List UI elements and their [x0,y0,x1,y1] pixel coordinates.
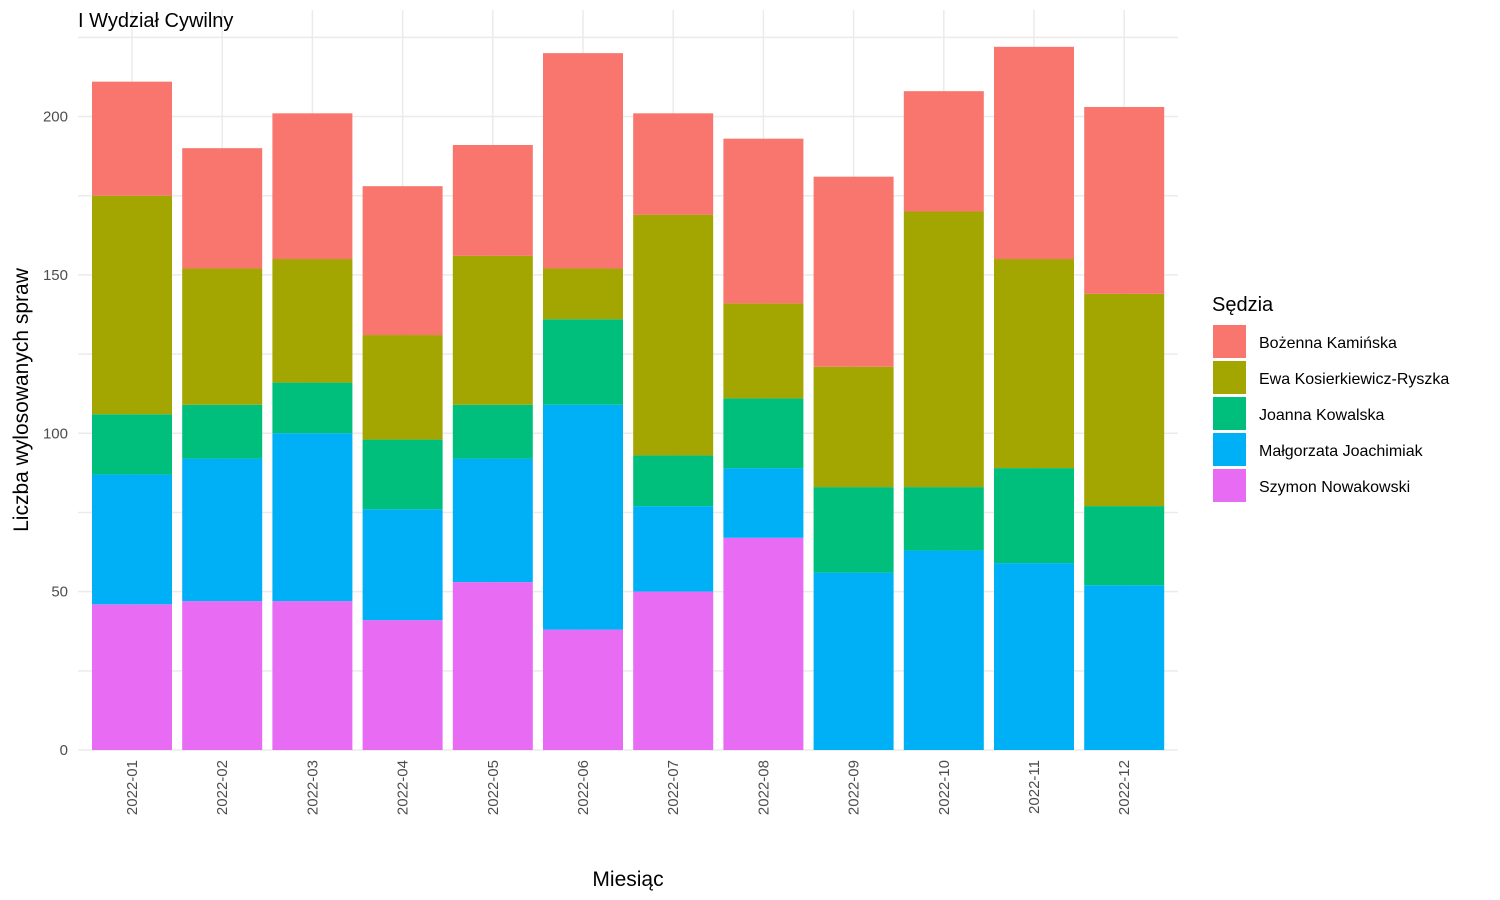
bar-segment [903,487,984,551]
x-tick-label: 2022-01 [124,760,141,815]
bar-segment [1084,293,1165,507]
legend-item: Joanna Kowalska [1213,397,1385,430]
chart-title: I Wydział Cywilny [78,10,233,32]
bar-segment [633,113,714,215]
y-tick-label: 200 [43,109,68,126]
legend-item: Małgorzata Joachimiak [1213,433,1424,466]
bar-segment [272,382,353,434]
x-tick-label: 2022-07 [665,760,682,815]
bar-segment [633,455,714,507]
bar-segment [272,601,353,750]
bar-segment [1084,585,1165,750]
bar-segment [903,91,984,212]
bar-segment [272,433,353,602]
legend-swatch [1213,325,1246,358]
bar-segment [362,509,443,621]
bar-segment [92,81,172,196]
bar-segment [994,259,1074,469]
x-tick-label: 2022-11 [1026,760,1043,814]
x-tick-label: 2022-09 [846,760,863,815]
bar-segment [92,414,172,475]
bar-segment [1084,106,1165,294]
legend-swatch [1213,397,1246,430]
x-tick-label: 2022-03 [304,760,321,815]
bar-segment [1084,506,1165,586]
bar-segment [182,268,263,405]
bar-segment [182,458,263,602]
bar-segment [903,550,984,750]
bar-segment [723,537,804,750]
bar-segment [92,474,172,605]
y-tick-label: 150 [43,267,68,284]
legend-item: Ewa Kosierkiewicz-Ryszka [1213,361,1449,394]
bar-segment [994,468,1074,564]
y-tick-label: 0 [60,742,68,759]
bar-segment [543,319,623,405]
legend-item: Bożenna Kamińska [1213,325,1397,358]
bar-segment [543,404,623,630]
x-tick-label: 2022-06 [575,760,592,815]
bar-segment [362,335,443,440]
bar-segment [452,255,533,405]
bar-segment [723,138,804,304]
legend-label: Ewa Kosierkiewicz-Ryszka [1259,371,1449,388]
bar-segment [543,629,623,750]
legend-swatch [1213,433,1246,466]
bar-segment [633,591,714,750]
bar-segment [92,604,172,750]
bar-segment [182,404,263,459]
bar-segment [903,211,984,488]
bar-segment [994,563,1074,750]
legend-items: Bożenna Kamińska Ewa Kosierkiewicz-Ryszka… [1213,325,1449,502]
bar-segment [452,404,533,459]
bar-segment [182,601,263,750]
bar-segment [723,468,804,538]
bar-segment [452,458,533,583]
y-tick-label: 50 [51,584,68,601]
bar-segment [92,195,172,415]
bar-segment [452,582,533,750]
legend-swatch [1213,361,1246,394]
bar-segment [272,259,353,383]
x-tick-label: 2022-04 [395,760,412,815]
x-tick-label: 2022-08 [755,760,772,815]
y-axis-ticks: 0 50 100 150 200 [43,109,68,760]
bar-segment [452,145,533,256]
bar-segment [362,620,443,750]
x-tick-label: 2022-12 [1116,760,1133,815]
y-tick-label: 100 [43,425,68,442]
legend-swatch [1213,469,1246,502]
bar-segment [633,506,714,592]
bar-segment [182,148,263,269]
bar-segment [272,113,353,260]
legend-label: Bożenna Kamińska [1259,335,1397,352]
bars [92,46,1165,750]
bar-segment [723,398,804,469]
bar-segment [543,53,623,269]
bar-segment [543,268,623,320]
x-tick-label: 2022-10 [936,760,953,815]
x-tick-label: 2022-05 [485,760,502,815]
bar-segment [723,303,804,399]
bar-segment [362,186,443,336]
bar-segment [813,572,894,750]
legend-label: Szymon Nowakowski [1259,479,1410,496]
legend-label: Joanna Kowalska [1259,407,1385,424]
y-axis-title: Liczba wylosowanych spraw [10,267,33,532]
bar-segment [633,214,714,456]
x-axis-ticks: 2022-01 2022-02 2022-03 2022-04 2022-05 2022-… [124,760,1133,815]
bar-segment [813,366,894,488]
x-tick-label: 2022-02 [214,760,231,815]
legend-title: Sędzia [1212,294,1274,316]
bar-segment [813,487,894,573]
legend: Sędzia Bożenna Kamińska Ewa Kosierkiewicz… [1212,294,1449,502]
legend-label: Małgorzata Joachimiak [1259,443,1424,460]
bar-segment [813,176,894,367]
legend-item: Szymon Nowakowski [1213,469,1410,502]
x-axis-title: Miesiąc [592,868,663,891]
bar-segment [994,46,1074,260]
bar-segment [362,439,443,510]
